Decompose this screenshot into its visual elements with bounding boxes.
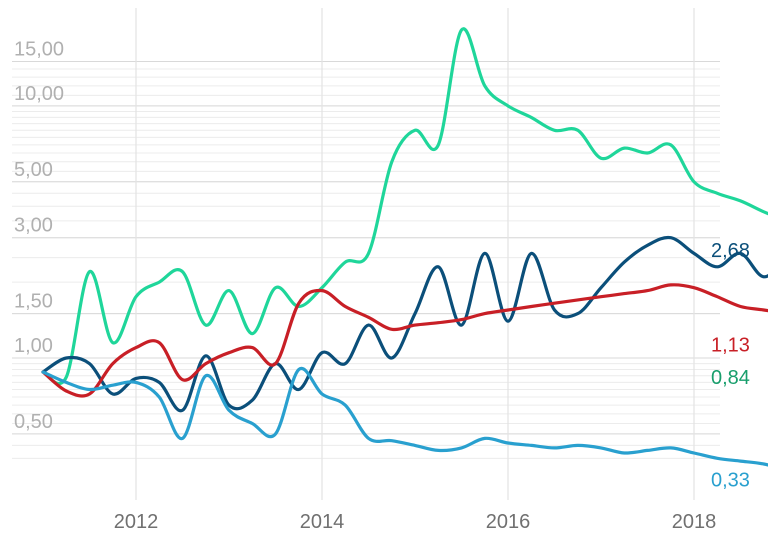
- series-end-label-4: 0,33: [711, 469, 750, 491]
- y-tick-label: 3,00: [14, 215, 53, 237]
- vertical-gridlines: [135, 8, 695, 500]
- y-tick-label: 1,00: [14, 335, 53, 357]
- y-tick-label: 15,00: [14, 38, 64, 60]
- y-tick-label: 0,50: [14, 411, 53, 433]
- x-tick-label: 2018: [672, 511, 717, 533]
- series-end-label-2: 2,68: [711, 240, 750, 262]
- y-tick-label: 5,00: [14, 159, 53, 181]
- series-line-3: [41, 283, 768, 398]
- series-line-4: [41, 366, 768, 467]
- y-tick-label: 1,50: [14, 291, 53, 313]
- x-tick-label: 2016: [486, 511, 531, 533]
- series-end-label-1: 0,84: [711, 367, 750, 389]
- series-line-1: [41, 27, 768, 386]
- y-tick-label: 10,00: [14, 83, 64, 105]
- series-lines: [41, 27, 768, 467]
- x-tick-label: 2014: [300, 511, 345, 533]
- x-axis-tick-labels: 2012201420162018202020222024: [114, 511, 717, 533]
- x-tick-label: 2012: [114, 511, 159, 533]
- series-line-2: [41, 235, 768, 413]
- y-axis-tick-labels: 0,50 1,00 1,50 3,00 5,00 10,00 15,00: [14, 38, 64, 432]
- series-end-label-3: 1,13: [711, 335, 750, 357]
- series-end-labels: 0,84 2,68 1,13 0,33: [711, 240, 750, 491]
